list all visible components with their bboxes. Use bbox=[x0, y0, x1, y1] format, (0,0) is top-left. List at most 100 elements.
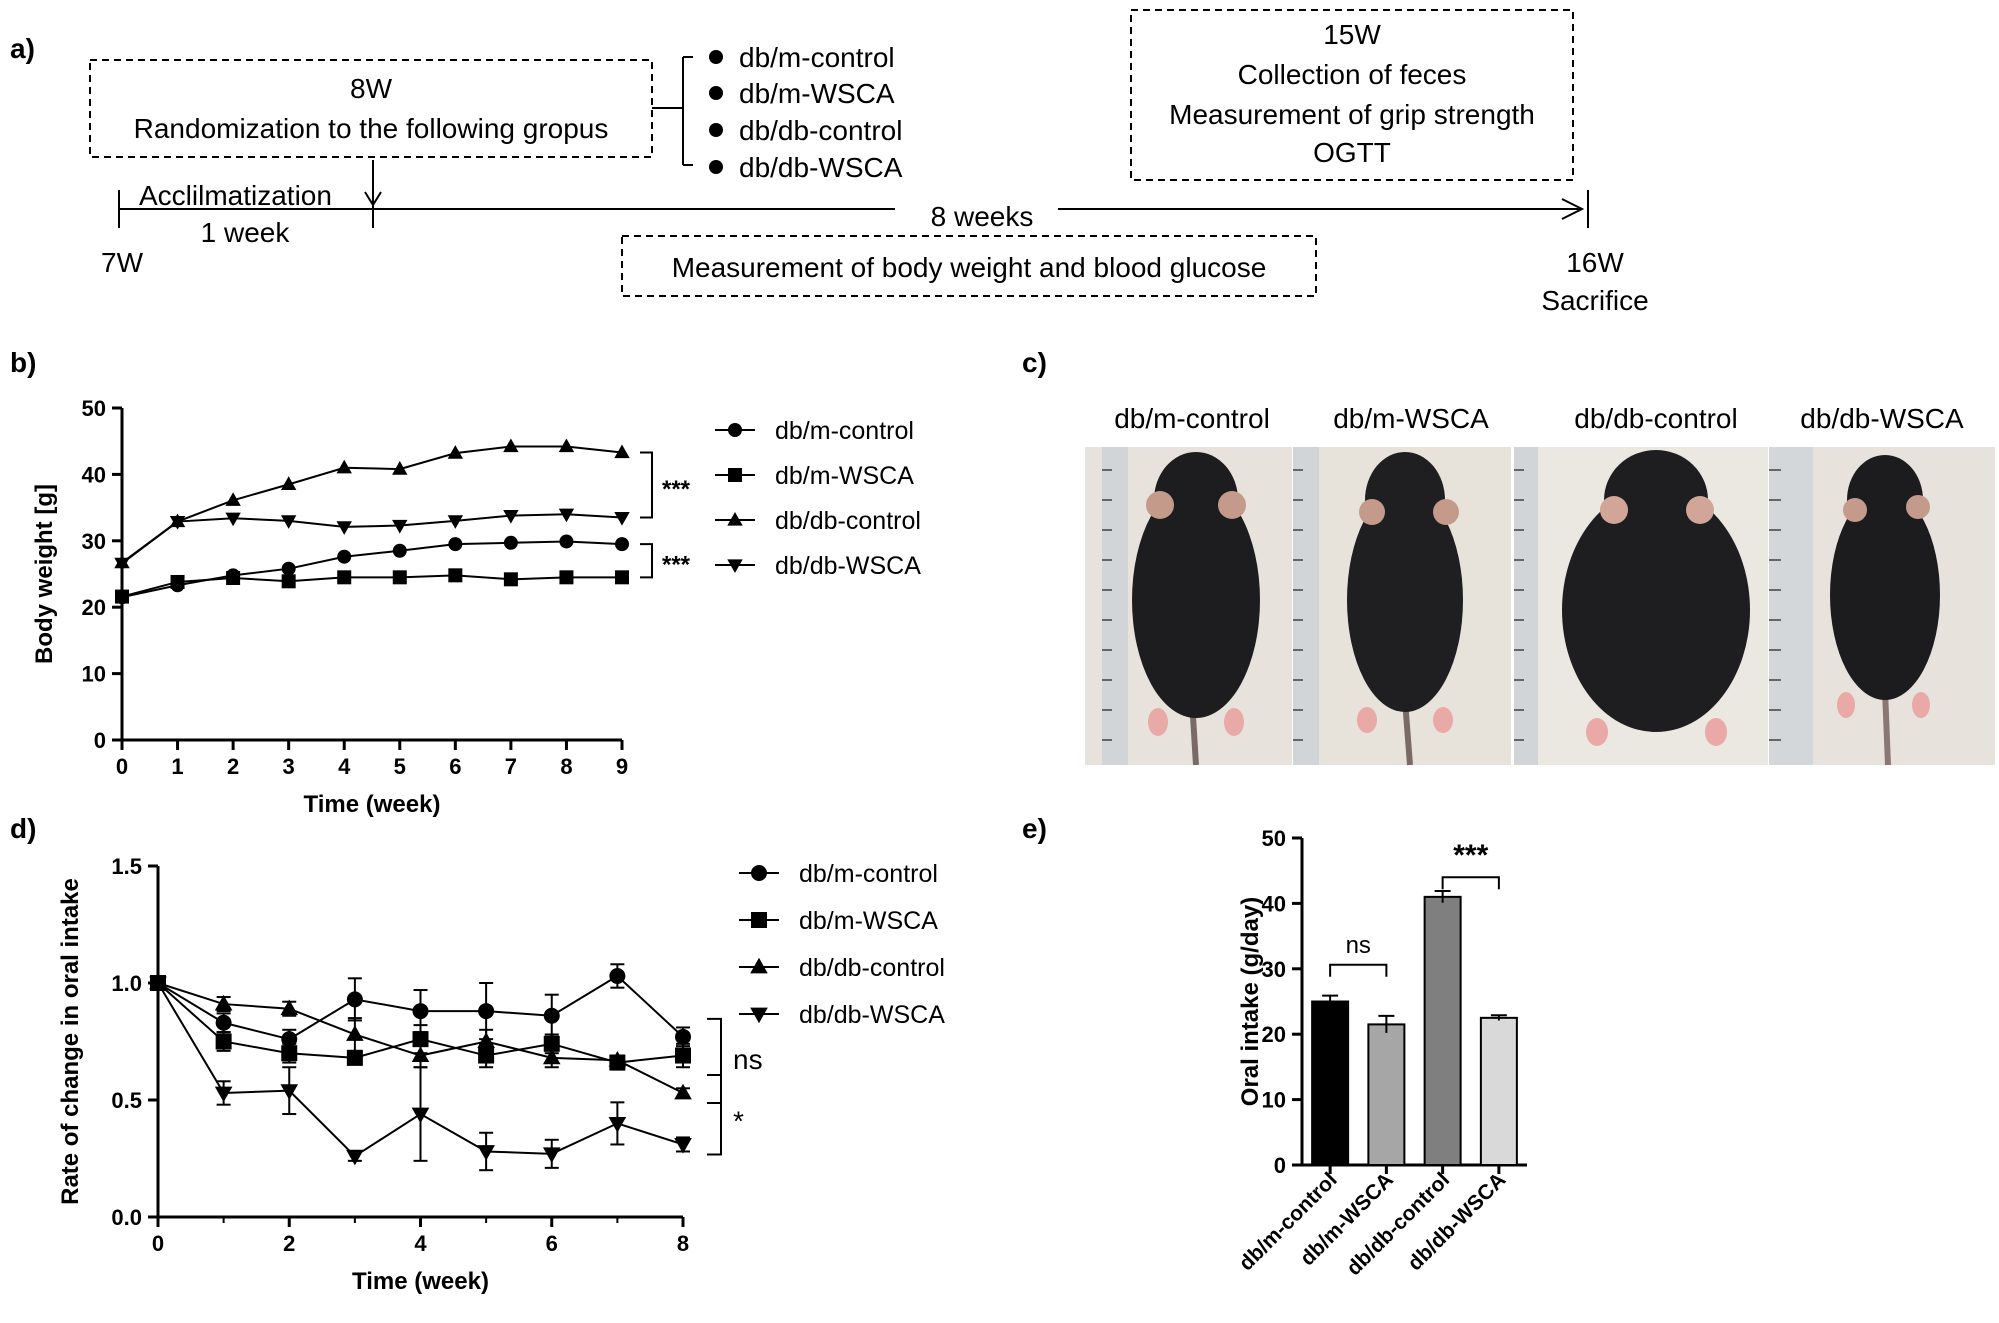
ruler bbox=[1514, 447, 1538, 765]
randomization-arrowhead bbox=[364, 191, 382, 207]
y-tick-label: 0 bbox=[1274, 1153, 1286, 1178]
legend-label: db/m-control bbox=[799, 860, 938, 888]
data-point bbox=[214, 1086, 233, 1103]
legend-marker bbox=[750, 957, 768, 974]
legend-label: db/m-WSCA bbox=[799, 907, 938, 935]
legend-label: db/m-WSCA bbox=[775, 462, 914, 490]
x-tick-label: 6 bbox=[449, 754, 461, 779]
end-box bbox=[1130, 9, 1574, 181]
group-bullet bbox=[709, 86, 723, 100]
mouse-ear bbox=[1843, 498, 1867, 522]
x-tick-label: 4 bbox=[338, 754, 351, 779]
x-tick-label: 8 bbox=[560, 754, 572, 779]
data-point bbox=[411, 1046, 430, 1062]
mouse-head bbox=[1154, 452, 1238, 548]
data-point bbox=[615, 537, 629, 552]
data-point bbox=[448, 537, 463, 552]
panel-a-label: a) bbox=[10, 33, 35, 64]
panel-c: c) db/m-control db/m-WSCA db/db-control … bbox=[1022, 347, 1995, 766]
mouse-paw bbox=[1837, 692, 1855, 718]
group-item: db/m-control bbox=[739, 42, 895, 73]
mouse-ear bbox=[1146, 491, 1174, 519]
mouse-body bbox=[1830, 490, 1940, 700]
significance-bracket bbox=[1329, 963, 1388, 977]
significance-label: *** bbox=[662, 552, 691, 579]
mouse-ear bbox=[1600, 496, 1628, 524]
data-point bbox=[477, 1145, 495, 1161]
y-tick-label: 30 bbox=[1262, 957, 1286, 982]
oral-intake-bar-chart: e) 0 10 20 30 40 50 Oral intake (g/day) db/m-co… bbox=[1022, 813, 1527, 1280]
data-point bbox=[336, 521, 352, 535]
y-axis-title: Rate of change in oral intake bbox=[57, 878, 84, 1205]
start-box-week: 8W bbox=[350, 73, 393, 104]
x-tick-label: db/db-WSCA bbox=[1403, 1168, 1510, 1275]
photo-label: db/db-control bbox=[1574, 403, 1737, 434]
legend-marker bbox=[751, 865, 767, 881]
mouse-ear bbox=[1359, 499, 1385, 525]
data-point bbox=[346, 991, 363, 1008]
data-point bbox=[558, 438, 575, 453]
x-tick-label: 6 bbox=[546, 1231, 558, 1256]
data-point bbox=[214, 994, 233, 1011]
data-point bbox=[215, 1033, 232, 1050]
legend-marker bbox=[728, 423, 742, 437]
data-point bbox=[336, 459, 352, 474]
data-point bbox=[503, 438, 519, 453]
bar-db/db-control bbox=[1423, 895, 1462, 1166]
data-point bbox=[281, 1045, 298, 1062]
legend-marker bbox=[727, 511, 743, 526]
y-axis-title: Oral intake (g/day) bbox=[1237, 897, 1264, 1106]
x-tick-label: 2 bbox=[227, 754, 239, 779]
data-point bbox=[225, 512, 241, 527]
end-box-week: 15W bbox=[1323, 19, 1381, 50]
y-axis-title: Body weight [g] bbox=[31, 484, 58, 664]
panel-d-label: d) bbox=[10, 813, 36, 844]
data-point bbox=[280, 1084, 299, 1100]
start-week-label: 7W bbox=[101, 247, 144, 278]
mouse-photo bbox=[1293, 447, 1511, 766]
legend-label: db/m-control bbox=[775, 417, 914, 445]
start-box bbox=[89, 59, 653, 158]
measure-box-text: Measurement of body weight and blood glu… bbox=[672, 252, 1267, 283]
data-point bbox=[608, 1051, 627, 1067]
data-point bbox=[478, 1047, 495, 1064]
data-point bbox=[674, 1138, 692, 1154]
data-point bbox=[503, 509, 519, 524]
group-item: db/db-control bbox=[739, 115, 902, 146]
data-point bbox=[225, 492, 241, 506]
group-bullet bbox=[709, 160, 723, 174]
y-tick-label: 1.0 bbox=[111, 971, 142, 996]
data-point bbox=[674, 1083, 692, 1100]
panel-b-label: b) bbox=[10, 347, 36, 378]
data-point bbox=[675, 1028, 691, 1045]
legend-marker bbox=[750, 1007, 768, 1024]
legend-marker bbox=[751, 912, 767, 928]
series-line-db/db-control bbox=[121, 445, 623, 564]
data-point bbox=[392, 519, 408, 534]
mouse-paw bbox=[1433, 707, 1453, 733]
y-tick-label: 40 bbox=[82, 462, 106, 487]
ruler bbox=[1769, 447, 1813, 765]
mouse-tail bbox=[1882, 689, 1891, 766]
data-point bbox=[281, 561, 296, 576]
data-point bbox=[608, 1117, 627, 1133]
mouse-ear bbox=[1218, 491, 1246, 519]
groups-list: db/m-control db/m-WSCA db/db-control db/… bbox=[709, 42, 903, 183]
data-point bbox=[447, 445, 464, 459]
significance-bracket bbox=[1441, 876, 1500, 890]
significance-label: ns bbox=[733, 1044, 763, 1075]
significance-label: * bbox=[733, 1106, 744, 1137]
data-point bbox=[542, 1147, 561, 1164]
data-point bbox=[392, 570, 407, 585]
x-tick-label: 0 bbox=[152, 1231, 164, 1256]
legend-marker bbox=[727, 559, 743, 574]
y-tick-label: 10 bbox=[1262, 1088, 1286, 1113]
group-item: db/db-WSCA bbox=[739, 152, 903, 183]
data-point bbox=[675, 1047, 691, 1064]
x-tick-label: 9 bbox=[616, 754, 628, 779]
mouse-paw bbox=[1705, 718, 1727, 746]
data-point bbox=[337, 570, 352, 585]
mouse-head bbox=[1365, 452, 1445, 548]
oral-intake-rate-chart: d) 0.0 0.5 1.0 1.5 0 2 4 6 8 Time (week) Rate of c… bbox=[10, 813, 945, 1295]
body-weight-chart: b) 0 10 20 30 40 50 0 1 2 3 4 5 6 7 8 9 Time (week) Body … bbox=[10, 347, 921, 818]
